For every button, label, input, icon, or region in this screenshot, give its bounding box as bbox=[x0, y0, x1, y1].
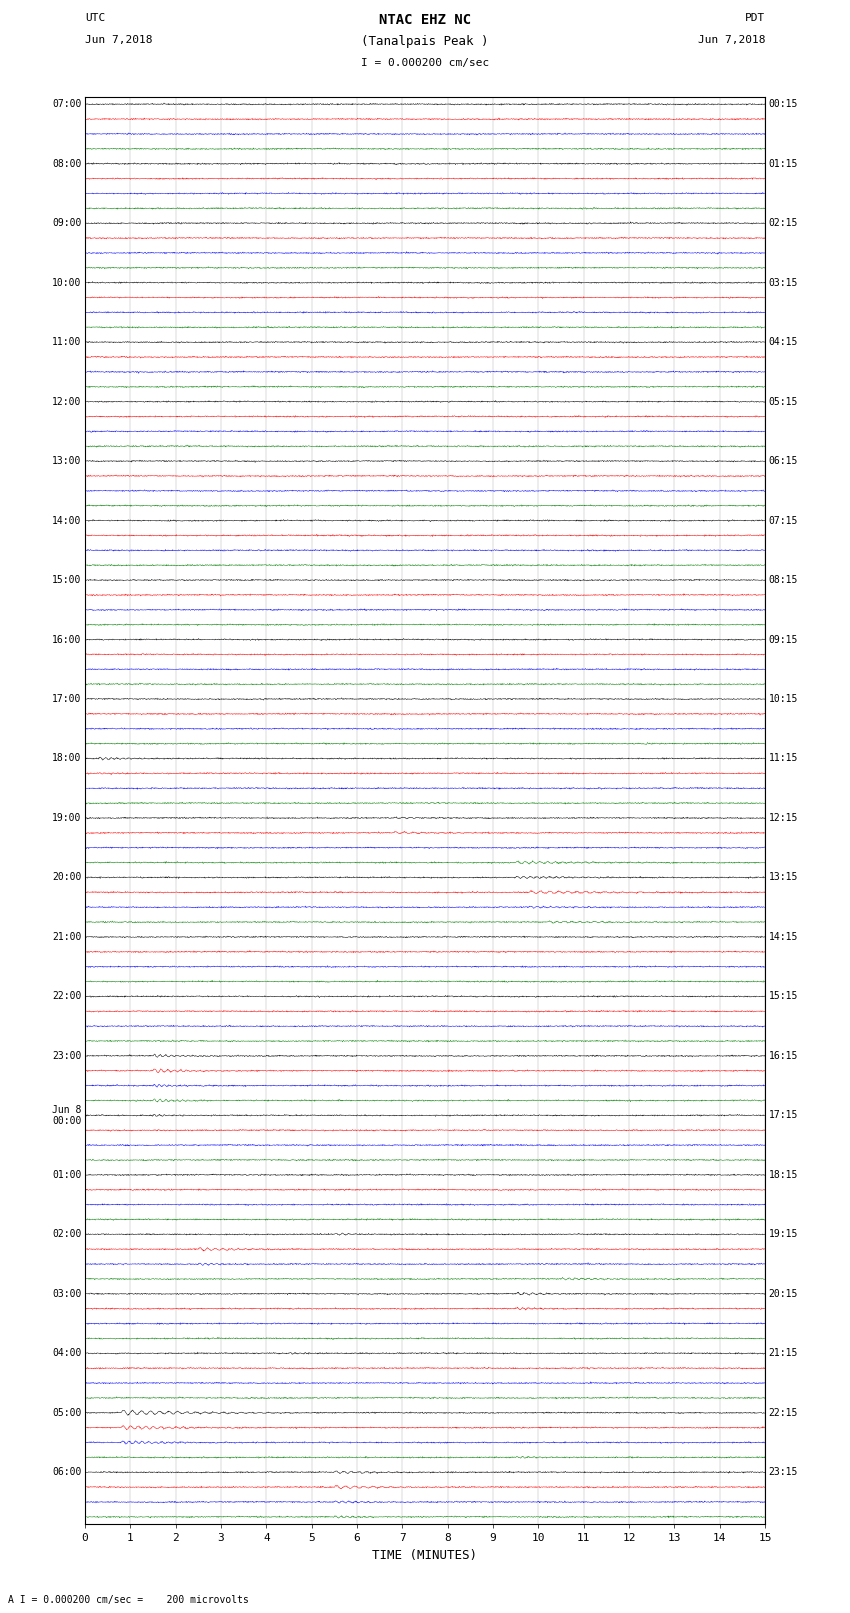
Text: 18:15: 18:15 bbox=[768, 1169, 798, 1179]
X-axis label: TIME (MINUTES): TIME (MINUTES) bbox=[372, 1548, 478, 1561]
Text: 10:00: 10:00 bbox=[52, 277, 82, 287]
Text: I = 0.000200 cm/sec: I = 0.000200 cm/sec bbox=[361, 58, 489, 68]
Text: 07:15: 07:15 bbox=[768, 516, 798, 526]
Text: 04:00: 04:00 bbox=[52, 1348, 82, 1358]
Text: 15:00: 15:00 bbox=[52, 576, 82, 586]
Text: 09:15: 09:15 bbox=[768, 634, 798, 645]
Text: Jun 7,2018: Jun 7,2018 bbox=[85, 35, 152, 45]
Text: 17:00: 17:00 bbox=[52, 694, 82, 703]
Text: 04:15: 04:15 bbox=[768, 337, 798, 347]
Text: NTAC EHZ NC: NTAC EHZ NC bbox=[379, 13, 471, 27]
Text: 01:15: 01:15 bbox=[768, 158, 798, 169]
Text: 16:15: 16:15 bbox=[768, 1052, 798, 1061]
Text: 06:00: 06:00 bbox=[52, 1468, 82, 1478]
Text: 12:00: 12:00 bbox=[52, 397, 82, 406]
Text: 23:00: 23:00 bbox=[52, 1052, 82, 1061]
Text: 03:15: 03:15 bbox=[768, 277, 798, 287]
Text: 02:15: 02:15 bbox=[768, 218, 798, 227]
Text: 19:15: 19:15 bbox=[768, 1229, 798, 1239]
Text: 19:00: 19:00 bbox=[52, 813, 82, 823]
Text: A I = 0.000200 cm/sec =    200 microvolts: A I = 0.000200 cm/sec = 200 microvolts bbox=[8, 1595, 249, 1605]
Text: PDT: PDT bbox=[745, 13, 765, 23]
Text: 21:00: 21:00 bbox=[52, 932, 82, 942]
Text: 05:15: 05:15 bbox=[768, 397, 798, 406]
Text: 07:00: 07:00 bbox=[52, 100, 82, 110]
Text: 16:00: 16:00 bbox=[52, 634, 82, 645]
Text: 18:00: 18:00 bbox=[52, 753, 82, 763]
Text: 22:15: 22:15 bbox=[768, 1408, 798, 1418]
Text: 05:00: 05:00 bbox=[52, 1408, 82, 1418]
Text: 17:15: 17:15 bbox=[768, 1110, 798, 1121]
Text: 01:00: 01:00 bbox=[52, 1169, 82, 1179]
Text: 03:00: 03:00 bbox=[52, 1289, 82, 1298]
Text: 13:00: 13:00 bbox=[52, 456, 82, 466]
Text: 06:15: 06:15 bbox=[768, 456, 798, 466]
Text: 14:15: 14:15 bbox=[768, 932, 798, 942]
Text: 21:15: 21:15 bbox=[768, 1348, 798, 1358]
Text: 09:00: 09:00 bbox=[52, 218, 82, 227]
Text: Jun 8
00:00: Jun 8 00:00 bbox=[52, 1105, 82, 1126]
Text: 11:00: 11:00 bbox=[52, 337, 82, 347]
Text: 22:00: 22:00 bbox=[52, 992, 82, 1002]
Text: 13:15: 13:15 bbox=[768, 873, 798, 882]
Text: 11:15: 11:15 bbox=[768, 753, 798, 763]
Text: 15:15: 15:15 bbox=[768, 992, 798, 1002]
Text: 02:00: 02:00 bbox=[52, 1229, 82, 1239]
Text: 20:15: 20:15 bbox=[768, 1289, 798, 1298]
Text: 20:00: 20:00 bbox=[52, 873, 82, 882]
Text: 08:15: 08:15 bbox=[768, 576, 798, 586]
Text: 23:15: 23:15 bbox=[768, 1468, 798, 1478]
Text: UTC: UTC bbox=[85, 13, 105, 23]
Text: (Tanalpais Peak ): (Tanalpais Peak ) bbox=[361, 35, 489, 48]
Text: 10:15: 10:15 bbox=[768, 694, 798, 703]
Text: 14:00: 14:00 bbox=[52, 516, 82, 526]
Text: 08:00: 08:00 bbox=[52, 158, 82, 169]
Text: 00:15: 00:15 bbox=[768, 100, 798, 110]
Text: Jun 7,2018: Jun 7,2018 bbox=[698, 35, 765, 45]
Text: 12:15: 12:15 bbox=[768, 813, 798, 823]
